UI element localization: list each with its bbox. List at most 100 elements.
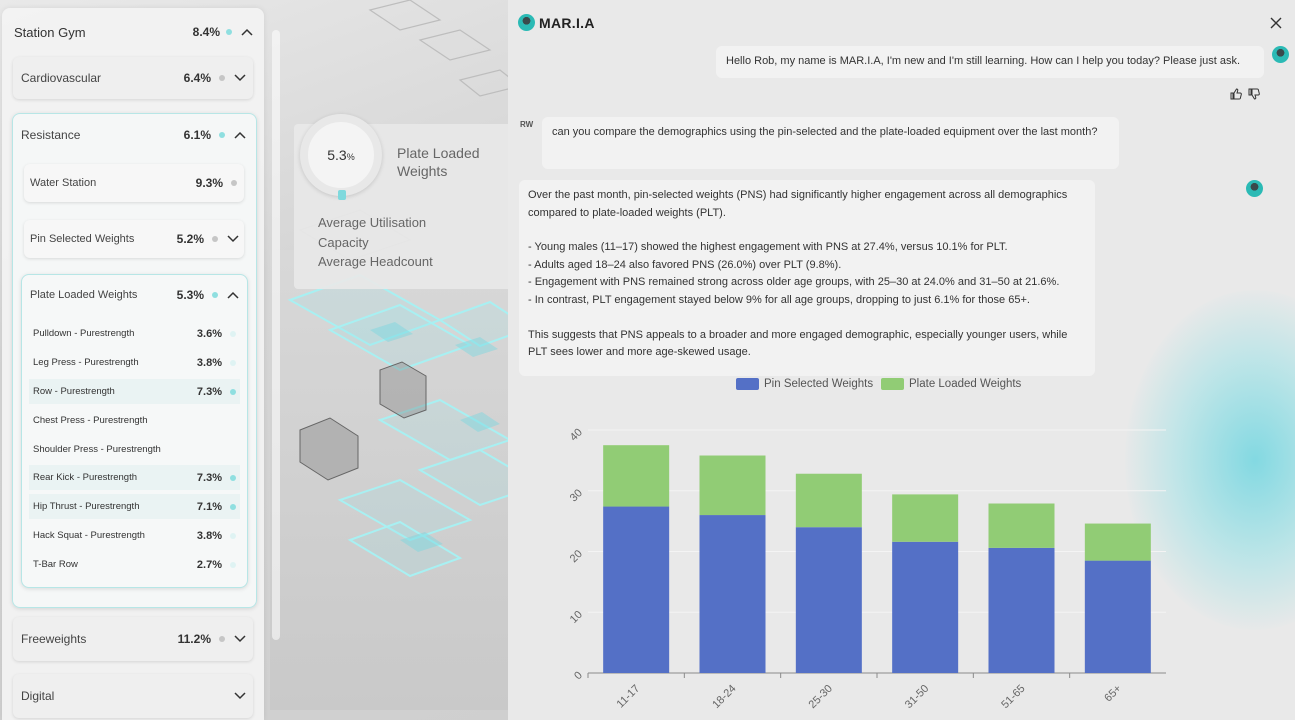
answer-bullet: - Adults aged 18–24 also favored PNS (26… (528, 258, 842, 271)
bar-pin-selected (699, 515, 766, 673)
chevron-down-icon[interactable] (233, 71, 247, 85)
equipment-label: Hack Squat - Purestrength (33, 530, 145, 541)
subcategory-pct: 9.3% (195, 176, 223, 190)
equipment-item[interactable]: Leg Press - Purestrength 3.8% (29, 350, 240, 375)
x-tick-label: 31-50 (903, 683, 931, 711)
status-dot (230, 561, 236, 568)
resistance-header[interactable]: Resistance 6.1% (21, 128, 247, 142)
demographics-bar-chart: 0 10 20 30 40 11-17 18-24 25-30 31-50 51-65 65+ (568, 426, 1166, 711)
status-dot (230, 474, 236, 481)
scene-equipment-graphic (287, 0, 520, 578)
status-dot (219, 636, 225, 642)
legend-label: Pin Selected Weights (764, 378, 874, 390)
answer-paragraph: Over the past month, pin-selected weight… (528, 189, 1068, 219)
user-question-message: can you compare the demographics using t… (542, 117, 1119, 169)
ring-value: 5.3 (327, 147, 347, 163)
legend-swatch (881, 378, 904, 390)
chevron-down-icon[interactable] (233, 632, 247, 646)
status-dot (230, 359, 236, 366)
thumbs-down-icon[interactable] (1248, 88, 1260, 100)
chevron-up-icon[interactable] (233, 128, 247, 142)
bar-pin-selected (988, 547, 1055, 673)
chevron-down-icon[interactable] (226, 232, 240, 246)
thumbs-up-icon[interactable] (1230, 88, 1242, 100)
ring-unit: % (346, 152, 355, 162)
answer-bullet: - Engagement with PNS remained strong ac… (528, 276, 1060, 289)
chevron-up-icon[interactable] (226, 288, 240, 302)
answer-conclusion: This suggests that PNS appeals to a broa… (528, 328, 1068, 359)
bar-plate-loaded (988, 503, 1055, 548)
answer-bullet: - In contrast, PLT engagement stayed bel… (528, 293, 1030, 306)
station-header[interactable]: Station Gym 8.4% (14, 22, 254, 42)
equipment-item[interactable]: Row - Purestrength 7.3% (29, 379, 240, 404)
station-pct: 8.4% (192, 25, 220, 39)
bar-pin-selected (795, 527, 862, 673)
stat-panel-title: Plate Loaded Weights (397, 145, 480, 179)
chat-header: MAR.I.A (518, 14, 595, 31)
legend-swatch (736, 378, 759, 390)
equipment-label: Rear Kick - Purestrength (33, 472, 138, 483)
category-digital[interactable]: Digital (13, 674, 253, 718)
chat-title: MAR.I.A (539, 14, 595, 31)
equipment-item[interactable]: Hip Thrust - Purestrength 7.1% (29, 494, 240, 519)
y-tick-label: 30 (568, 487, 585, 504)
category-label: Freeweights (21, 632, 87, 646)
equipment-label: T-Bar Row (33, 559, 78, 570)
subcategory-pin-selected[interactable]: Pin Selected Weights 5.2% (24, 220, 244, 258)
bar-pin-selected (603, 506, 670, 673)
ring-progress-marker (338, 190, 346, 200)
bar-pin-selected (1084, 560, 1151, 673)
status-dot (226, 29, 232, 35)
chevron-down-icon[interactable] (233, 689, 247, 703)
bar-plate-loaded (795, 473, 862, 528)
status-dot (212, 236, 218, 242)
equipment-item[interactable]: T-Bar Row 2.7% (29, 552, 240, 577)
stat-average-headcount: Average Headcount (318, 254, 433, 269)
category-cardiovascular[interactable]: Cardiovascular 6.4% (13, 57, 253, 99)
subcategory-plate-loaded (21, 274, 248, 588)
x-tick-label: 65+ (1102, 683, 1124, 705)
equipment-pct: 3.8% (196, 529, 222, 542)
x-tick-label: 18-24 (710, 683, 738, 711)
equipment-pct: 7.3% (196, 471, 222, 484)
station-name: Station Gym (14, 24, 86, 40)
subcategory-pct: 5.3% (176, 288, 204, 302)
legend-label: Plate Loaded Weights (909, 378, 1022, 390)
feedback-buttons (1230, 88, 1260, 100)
equipment-item[interactable]: Hack Squat - Purestrength 3.8% (29, 523, 240, 548)
assistant-avatar-icon (518, 14, 535, 31)
equipment-label: Row - Purestrength (33, 386, 115, 397)
close-icon[interactable] (1269, 16, 1283, 30)
status-dot (230, 330, 236, 337)
category-freeweights[interactable]: Freeweights 11.2% (13, 617, 253, 661)
stat-average-utilisation: Average Utilisation (318, 215, 427, 230)
equipment-item[interactable]: Rear Kick - Purestrength 7.3% (29, 465, 240, 490)
y-tick-label: 40 (568, 426, 585, 443)
equipment-item[interactable]: Pulldown - Purestrength 3.6% (29, 321, 240, 346)
scene-floor (270, 250, 520, 710)
bar-plate-loaded (892, 494, 959, 542)
bar-plate-loaded (1084, 523, 1151, 561)
chevron-up-icon[interactable] (240, 25, 254, 39)
equipment-item[interactable]: Chest Press - Purestrength (29, 408, 240, 433)
subcategory-water-station[interactable]: Water Station 9.3% (24, 164, 244, 202)
status-dot (230, 503, 236, 510)
scene-scroll-rail (272, 30, 280, 640)
assistant-avatar-icon (1272, 46, 1289, 63)
equipment-pct: 3.6% (196, 327, 222, 340)
equipment-pct: 2.7% (196, 558, 222, 571)
status-dot (219, 132, 225, 138)
equipment-pct: 7.3% (196, 385, 222, 398)
assistant-answer-message: Over the past month, pin-selected weight… (519, 180, 1095, 376)
equipment-label: Hip Thrust - Purestrength (33, 501, 140, 512)
chart-legend-item-pin[interactable]: Pin Selected Weights (736, 378, 873, 390)
status-dot (231, 180, 237, 186)
category-pct: 11.2% (177, 632, 211, 646)
plate-loaded-header[interactable]: Plate Loaded Weights 5.3% (30, 288, 240, 302)
equipment-item[interactable]: Shoulder Press - Purestrength (29, 437, 240, 462)
chart-legend-item-plate[interactable]: Plate Loaded Weights (881, 378, 1021, 390)
equipment-label: Shoulder Press - Purestrength (33, 444, 161, 455)
subcategory-label: Plate Loaded Weights (30, 289, 138, 301)
category-pct: 6.4% (183, 71, 211, 85)
x-tick-label: 25-30 (807, 683, 835, 711)
